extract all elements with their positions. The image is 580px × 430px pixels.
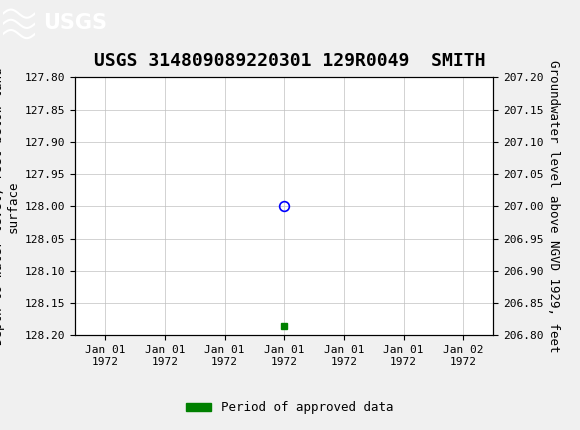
Text: USGS 314809089220301 129R0049  SMITH: USGS 314809089220301 129R0049 SMITH	[94, 52, 486, 70]
Y-axis label: Depth to water level, feet below land
surface: Depth to water level, feet below land su…	[0, 68, 20, 345]
Y-axis label: Groundwater level above NGVD 1929, feet: Groundwater level above NGVD 1929, feet	[547, 60, 560, 353]
Text: USGS: USGS	[44, 12, 107, 33]
Legend: Period of approved data: Period of approved data	[181, 396, 399, 419]
